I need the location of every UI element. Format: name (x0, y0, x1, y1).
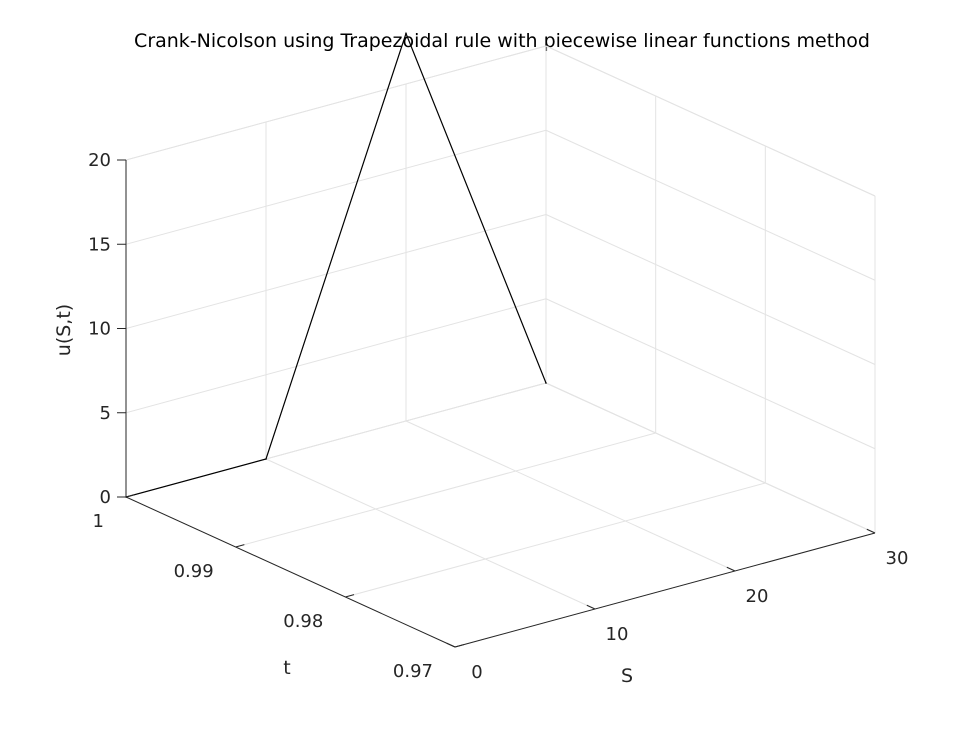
y-axis-line (125, 496, 456, 648)
x-axis-line (454, 532, 876, 648)
back-wall-gridline-u (125, 45, 547, 161)
side-wall-gridline-u (545, 214, 876, 365)
side-wall-gridline-u (545, 129, 876, 281)
grid-layer (125, 45, 876, 648)
x-tick-label: 10 (606, 624, 629, 645)
x-tick-label: 0 (471, 662, 482, 683)
z-axis-label: u(S,t) (53, 304, 75, 356)
y-axis-label: t (283, 657, 290, 679)
back-wall-gridline-u (125, 298, 547, 414)
series-layer (125, 31, 547, 498)
series-point-2 (405, 32, 407, 35)
series-line-0 (125, 31, 547, 498)
y-tick-label-mark (345, 594, 355, 598)
x-tick-mark (866, 528, 876, 534)
floor-gridline-s (405, 420, 736, 572)
z-tick-label: 0 (100, 487, 111, 508)
floor-gridline-s (265, 458, 596, 610)
y-tick-label-mark (454, 644, 464, 648)
x-tick-label: 20 (746, 586, 769, 607)
side-wall-gridline-u (545, 45, 876, 197)
y-tick-label: 1 (93, 511, 104, 532)
z-tick-label: 15 (88, 234, 111, 255)
floor-gridline-t (345, 482, 766, 598)
chart-title: Crank-Nicolson using Trapezoidal rule wi… (134, 30, 870, 52)
y-tick-label: 0.97 (393, 661, 433, 682)
series-point-1 (265, 458, 267, 460)
side-wall-gridline-u (545, 382, 876, 534)
axis-layer (125, 160, 876, 648)
series-point-3 (545, 382, 547, 384)
y-tick-label: 0.98 (283, 611, 323, 632)
side-wall-gridline-u (545, 298, 876, 450)
y-tick-label-mark (125, 494, 135, 498)
x-tick-mark (446, 642, 456, 648)
back-wall-gridline-u (125, 129, 547, 245)
z-tick-label: 5 (100, 403, 111, 424)
back-wall-gridline-u (125, 214, 547, 329)
x-tick-mark (586, 604, 596, 610)
y-tick-label-mark (235, 544, 245, 548)
floor-gridline-t (235, 432, 656, 548)
x-tick-mark (726, 566, 736, 572)
y-tick-label: 0.99 (174, 561, 214, 582)
z-tick-label: 10 (88, 319, 111, 340)
z-tick-label: 20 (88, 150, 111, 171)
x-tick-label: 30 (886, 548, 909, 569)
x-axis-label: S (621, 665, 633, 687)
